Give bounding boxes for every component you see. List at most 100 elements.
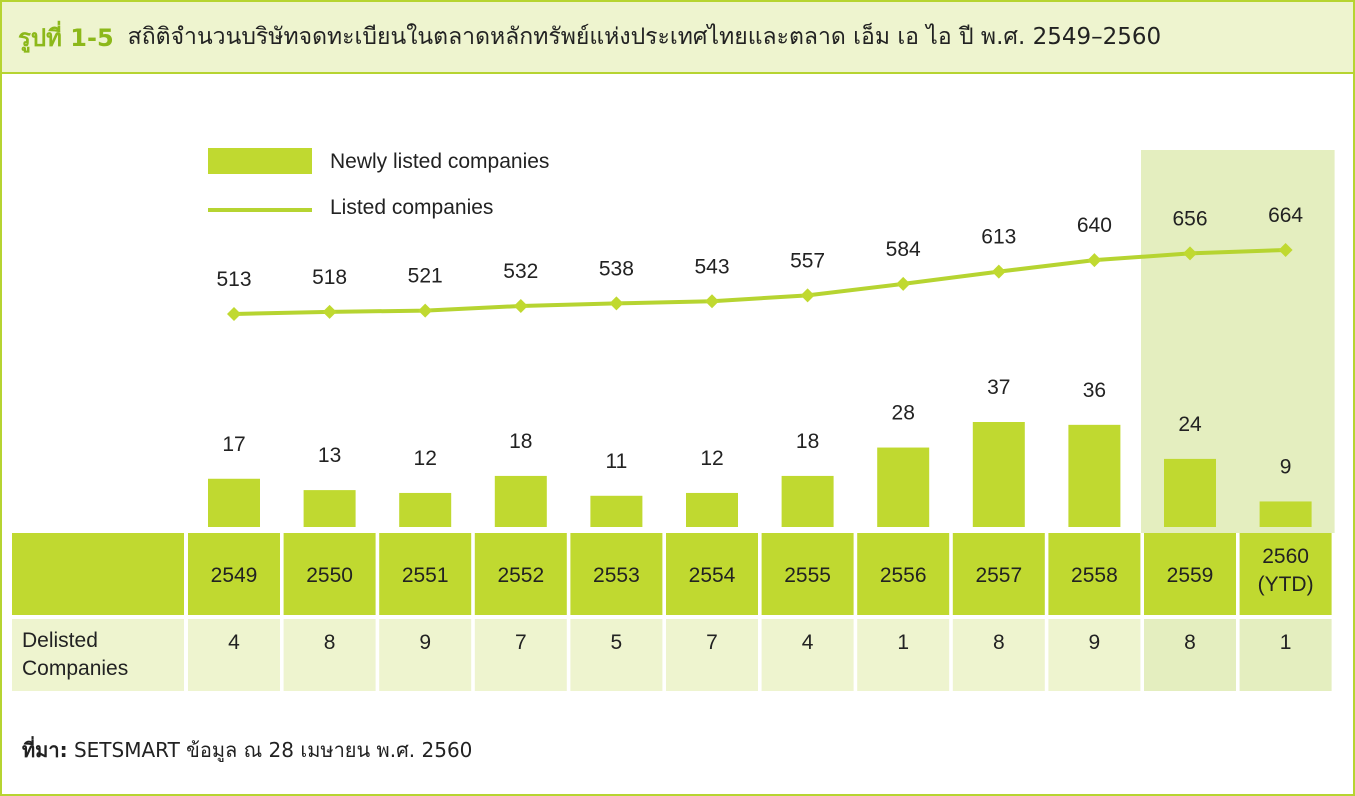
delisted-value-9: 9	[1089, 631, 1101, 654]
year-label-6: 2555	[784, 564, 831, 587]
bar-label-8: 37	[987, 376, 1010, 399]
line-point-8	[991, 264, 1006, 279]
delisted-value-0: 4	[228, 631, 240, 654]
listed-line	[233, 248, 1286, 316]
figure-number: รูปที่ 1-5	[18, 23, 114, 52]
line-label-6: 557	[790, 249, 825, 272]
bar-4	[590, 495, 643, 527]
line-point-11	[1278, 243, 1293, 257]
delisted-value-5: 7	[706, 631, 718, 654]
year-label-10: 2559	[1167, 564, 1214, 587]
figure-header: รูปที่ 1-5 สถิติจำนวนบริษัทจดทะเบียนในตล…	[2, 2, 1353, 74]
delisted-cell-8	[952, 619, 1045, 691]
delisted-label-line2: Companies	[22, 657, 128, 680]
bar-label-1: 13	[318, 444, 341, 467]
line-label-3: 532	[503, 260, 538, 283]
line-label-2: 521	[408, 265, 443, 288]
year-cell-8	[952, 533, 1045, 615]
line-label-0: 513	[216, 268, 251, 291]
line-point-3	[513, 298, 528, 313]
bar-label-10: 24	[1178, 413, 1202, 436]
delisted-value-3: 7	[515, 631, 527, 654]
bar-8	[972, 422, 1025, 527]
line-point-2	[418, 303, 433, 318]
bar-6	[781, 475, 834, 527]
year-label-3: 2552	[497, 564, 544, 587]
legend-line-label: Listed companies	[330, 196, 493, 219]
delisted-cell-3	[474, 619, 567, 691]
figure-title: สถิติจำนวนบริษัทจดทะเบียนในตลาดหลักทรัพย…	[127, 24, 1162, 50]
delisted-cell-7	[857, 619, 950, 691]
delisted-label-line1: Delisted	[22, 629, 98, 652]
year-cell-1	[283, 533, 376, 615]
bar-label-6: 18	[796, 430, 819, 453]
delisted-value-7: 1	[897, 631, 909, 654]
bar-label-5: 12	[700, 447, 723, 470]
bar-label-11: 9	[1280, 455, 1292, 478]
year-label-11: 2560	[1262, 545, 1309, 568]
delisted-row-header	[12, 619, 184, 691]
delisted-value-10: 8	[1184, 631, 1196, 654]
delisted-cell-10	[1144, 619, 1236, 691]
year-label-4: 2553	[593, 564, 640, 587]
line-point-0	[227, 307, 241, 321]
line-label-9: 640	[1077, 214, 1112, 237]
bar-5	[686, 492, 738, 527]
source-label: ที่มา:	[22, 738, 68, 762]
delisted-value-6: 4	[802, 631, 814, 654]
bar-10	[1164, 458, 1216, 527]
year-label-1: 2550	[306, 564, 353, 587]
delisted-value-2: 9	[419, 631, 431, 654]
year-cell-5	[666, 533, 758, 615]
delisted-value-11: 1	[1280, 631, 1292, 654]
year-label-0: 2549	[211, 564, 258, 587]
year-label-5: 2554	[689, 564, 736, 587]
bar-0	[208, 478, 260, 527]
line-label-1: 518	[312, 266, 347, 289]
bar-9	[1068, 424, 1121, 527]
bar-1	[303, 490, 356, 527]
year-label-7: 2556	[880, 564, 927, 587]
line-point-6	[800, 288, 815, 303]
bar-11	[1259, 501, 1312, 527]
line-point-7	[896, 276, 911, 291]
year-label-2: 2551	[402, 564, 449, 587]
source-note: ที่มา: SETSMART ข้อมูล ณ 28 เมษายน พ.ศ. …	[22, 734, 472, 766]
year-cell-4	[570, 533, 663, 615]
delisted-value-1: 8	[324, 631, 336, 654]
delisted-value-4: 5	[611, 631, 623, 654]
year-cell-0	[188, 533, 280, 615]
legend-bar-label: Newly listed companies	[330, 150, 549, 173]
bar-label-0: 17	[222, 433, 245, 456]
delisted-cell-9	[1048, 619, 1141, 691]
line-point-10	[1183, 246, 1197, 261]
line-label-5: 543	[694, 255, 729, 278]
year-cell-7	[857, 533, 950, 615]
delisted-cell-6	[761, 619, 854, 691]
bar-label-7: 28	[892, 402, 915, 425]
year-label-11-b: (YTD)	[1258, 573, 1314, 596]
year-cell-6	[761, 533, 854, 615]
line-point-5	[705, 294, 719, 309]
line-point-1	[322, 304, 337, 319]
legend-bar-swatch	[208, 148, 312, 174]
bar-label-2: 12	[414, 447, 437, 470]
delisted-cell-5	[666, 619, 758, 691]
delisted-cell-0	[188, 619, 280, 691]
line-label-10: 656	[1172, 207, 1207, 230]
bar-label-3: 18	[509, 430, 532, 453]
year-row-header	[12, 533, 184, 615]
year-cell-9	[1048, 533, 1141, 615]
bar-label-4: 11	[605, 450, 627, 473]
line-point-4	[609, 296, 624, 311]
delisted-cell-1	[283, 619, 376, 691]
line-point-9	[1087, 253, 1102, 268]
year-cell-3	[474, 533, 567, 615]
line-label-4: 538	[599, 257, 634, 280]
delisted-cell-11	[1239, 619, 1332, 691]
line-label-7: 584	[886, 238, 921, 261]
bar-label-9: 36	[1083, 379, 1106, 402]
bar-2	[399, 492, 452, 527]
bar-7	[877, 447, 930, 527]
